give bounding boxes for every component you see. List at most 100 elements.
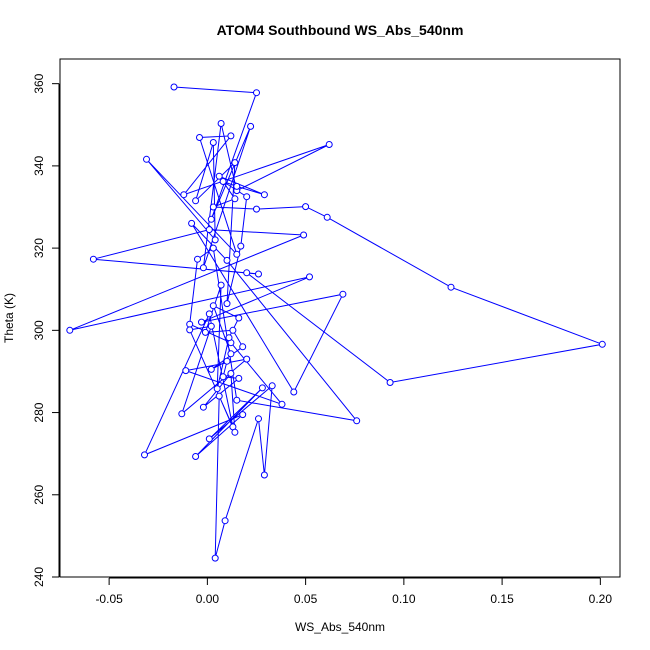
data-point [186,320,194,328]
x-tick-label: -0.05 [95,592,123,606]
data-point [221,517,229,525]
data-point [233,182,241,190]
data-point [213,385,221,393]
data-point [180,191,188,199]
data-point [217,281,225,289]
data-point [223,300,231,308]
data-point [386,379,394,386]
data-point [219,178,227,185]
data-point [260,471,268,479]
x-tick-label: 0.10 [392,592,416,606]
y-axis: 240 260 280 300 320 340 360 [32,73,60,587]
data-point [219,373,227,381]
data-point [233,250,241,258]
data-point [323,213,331,221]
data-point [209,244,217,252]
series-line [69,86,605,559]
data-point [217,120,225,127]
data-point [290,388,298,396]
y-tick-label: 240 [32,567,46,587]
data-point [227,350,235,358]
data-point [209,139,217,146]
data-point [215,392,223,400]
data-point [239,343,247,351]
data-point [302,203,310,211]
data-point [260,191,268,199]
data-point [211,236,219,244]
y-tick-label: 360 [32,73,46,93]
chart-title: ATOM4 Southbound WS_Abs_540nm [217,22,464,38]
data-point [143,155,150,163]
data-point [211,554,219,562]
y-tick-label: 280 [32,402,46,422]
data-point [141,451,148,459]
data-point [306,273,313,281]
data-point [192,453,200,460]
data-point [209,302,217,310]
y-tick-label: 320 [32,238,46,258]
data-point [227,132,235,140]
data-point [223,357,231,365]
data-point [231,159,239,167]
data-point [205,435,213,443]
data-point [207,215,215,223]
data-point [237,242,245,250]
data-point [178,410,186,418]
data-point [205,310,213,318]
data-point [235,314,243,322]
data-point [255,270,262,278]
data-point [239,411,247,419]
data-point [253,205,260,213]
data-point [170,83,178,91]
data-point [66,326,74,334]
data-point [253,89,260,97]
data-point [223,256,231,264]
data-point [198,318,205,326]
data-point [192,197,200,205]
data-point [89,255,97,263]
data-point [225,334,233,342]
y-tick-label: 260 [32,484,46,504]
data-point [231,195,239,203]
data-point [268,382,276,390]
x-axis-label: WS_Abs_540nm [295,620,385,634]
data-point [339,290,347,298]
data-point [199,403,207,411]
data-point [196,134,203,141]
data-point [207,365,215,373]
data-point [247,122,255,130]
y-axis-label: Theta (K) [2,293,16,343]
data-point [258,384,266,392]
data-point [300,231,308,239]
data-point [199,264,207,272]
series-layer [66,83,606,562]
x-tick-label: 0.00 [196,592,220,606]
data-point [353,417,361,425]
data-point [188,219,196,227]
data-point [201,328,209,336]
data-point [243,193,251,201]
data-point [227,370,235,377]
data-point [186,326,194,334]
data-point [447,283,455,291]
x-tick-label: 0.05 [294,592,318,606]
data-point [243,355,251,363]
data-point [229,326,237,334]
data-point [255,415,262,423]
data-point [598,340,606,348]
data-point [235,374,243,382]
plot-frame [59,58,621,578]
x-tick-label: 0.20 [589,592,613,606]
data-point [205,226,213,234]
y-tick-label: 300 [32,320,46,340]
data-point [207,322,215,330]
data-point [215,172,223,180]
data-point [233,396,241,404]
data-point [325,141,333,148]
data-point [231,428,239,436]
data-point [243,269,251,277]
data-point [182,367,190,375]
x-tick-label: 0.15 [490,592,514,606]
data-point [194,255,201,263]
